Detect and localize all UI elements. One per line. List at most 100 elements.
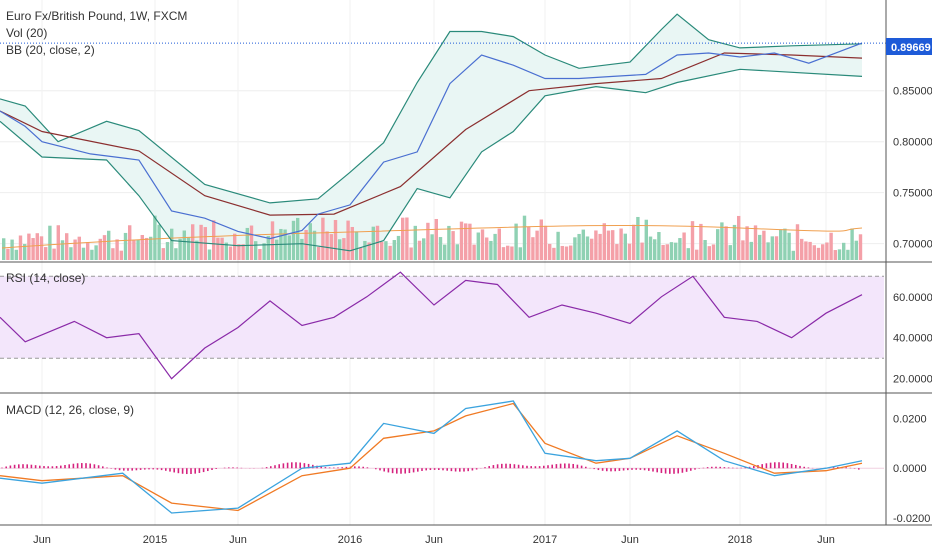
bb-lower-line	[0, 68, 863, 252]
volume-bar	[384, 241, 388, 260]
volume-bar	[535, 230, 539, 260]
volume-bar	[741, 240, 745, 260]
signal-line	[0, 402, 863, 512]
volume-bar	[254, 241, 258, 260]
volume-bar	[325, 231, 329, 260]
volume-bar	[52, 248, 56, 260]
volume-bar	[388, 245, 392, 260]
volume-bar	[266, 235, 270, 260]
volume-bar	[65, 233, 69, 260]
volume-bar	[728, 245, 732, 260]
volume-bar	[296, 217, 300, 260]
volume-bar	[539, 219, 543, 260]
volume-bar	[812, 245, 816, 260]
volume-bar	[178, 238, 182, 260]
x-axis: Jun 2015 Jun 2016 Jun 2017 Jun 2018 Jun	[33, 534, 835, 546]
macd-line	[0, 400, 863, 514]
macd-tick-label: 0.0000	[893, 463, 927, 475]
x-tick-label: 2018	[728, 534, 752, 546]
volume-bar	[699, 223, 703, 260]
price-tick-label: 0.85000	[893, 86, 932, 98]
volume-bar	[430, 234, 434, 260]
volume-bar	[270, 221, 275, 260]
vol-legend: Vol (20)	[6, 26, 47, 40]
volume-bar	[493, 233, 497, 260]
volume-bar	[321, 217, 325, 260]
volume-bar	[2, 238, 6, 260]
volume-bar	[636, 216, 640, 260]
volume-bar	[77, 236, 81, 260]
volume-bar	[749, 241, 753, 260]
volume-bar	[304, 229, 308, 260]
volume-bar	[157, 224, 161, 260]
volume-bar	[48, 225, 52, 260]
volume-bar	[548, 243, 552, 260]
volume-bar	[182, 230, 186, 260]
volume-bar	[291, 220, 296, 260]
volume-bar	[287, 235, 291, 260]
bb-upper-line	[0, 13, 863, 204]
volume-bar	[212, 220, 216, 260]
volume-bar	[468, 223, 472, 260]
volume-bar	[850, 228, 854, 260]
volume-bar	[640, 242, 644, 260]
last-price-badge: 0.89669	[886, 38, 932, 55]
volume-bar	[737, 215, 741, 260]
volume-bar	[27, 233, 31, 260]
volume-bar	[627, 243, 632, 260]
volume-bar	[485, 237, 489, 260]
volume-bar	[132, 239, 136, 260]
volume-bar	[833, 250, 837, 260]
volume-bar	[581, 229, 585, 260]
volume-bar	[787, 232, 791, 260]
rsi-band-fill	[0, 276, 884, 359]
volume-bar	[531, 237, 535, 260]
volume-bar	[665, 244, 669, 260]
volume-bar	[842, 242, 846, 260]
volume-bar	[153, 215, 157, 260]
volume-bar	[674, 242, 678, 260]
volume-bar	[241, 244, 245, 260]
volume-ma-line	[1, 224, 863, 249]
volume-bar	[123, 232, 128, 260]
volume-bar	[102, 235, 107, 260]
volume-bar	[128, 225, 132, 260]
volume-bar	[422, 238, 426, 260]
volume-bar	[657, 232, 661, 260]
volume-bar	[808, 241, 812, 260]
price-tick-label: 0.80000	[893, 137, 932, 149]
volume-bar	[115, 239, 119, 260]
volume-bar	[472, 244, 476, 260]
volume-bar	[426, 222, 430, 260]
volume-bar	[363, 240, 367, 260]
volume-bar	[821, 244, 825, 260]
volume-bar	[854, 240, 858, 260]
volume-bar	[644, 219, 648, 260]
volume-bar	[497, 228, 501, 260]
volume-bar	[342, 238, 346, 260]
volume-bar	[800, 238, 804, 260]
rsi-pane: 20.0000 40.0000 60.0000	[0, 271, 932, 386]
volume-bar	[308, 223, 312, 260]
volume-bar	[602, 223, 606, 260]
volume-bar	[594, 230, 598, 260]
last-price-label: 0.89669	[891, 42, 931, 54]
volume-bar	[724, 226, 728, 260]
volume-bar	[766, 242, 770, 260]
volume-bar	[98, 238, 102, 260]
volume-bar	[707, 246, 711, 260]
volume-bar	[228, 246, 233, 260]
volume-bar	[73, 239, 77, 260]
volume-bar	[690, 221, 695, 260]
volume-bar	[837, 249, 842, 260]
volume-bar	[506, 245, 510, 260]
volume-bar	[249, 225, 254, 260]
volume-bar	[779, 229, 783, 260]
volume-bar	[258, 248, 262, 260]
volume-bar	[720, 222, 724, 260]
volume-bar	[438, 237, 443, 260]
volume-bar	[556, 231, 560, 260]
volume-bar	[144, 237, 149, 260]
volume-bar	[262, 243, 266, 260]
